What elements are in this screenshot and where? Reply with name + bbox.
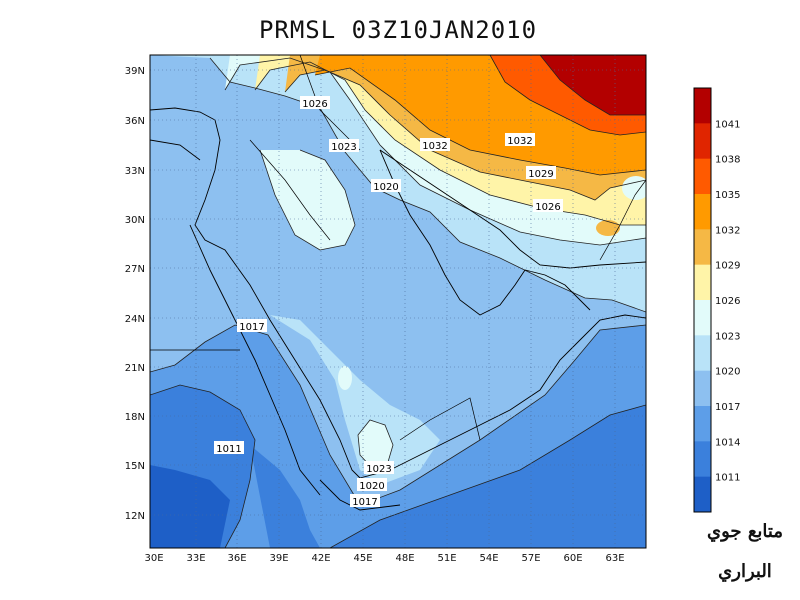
colorbar-label: 1011 <box>715 473 740 484</box>
lon-tick-label: 57E <box>521 553 540 564</box>
contour-line <box>284 69 646 201</box>
cell-red-sea <box>338 366 352 390</box>
colorbar-label: 1023 <box>715 331 740 342</box>
colorbar-swatch <box>694 194 711 230</box>
contour-line <box>224 57 646 246</box>
pressure-fill <box>150 55 646 548</box>
lat-tick-label: 30N <box>125 215 145 226</box>
colorbar-label: 1020 <box>715 367 740 378</box>
band-1011-arabian-sea <box>330 405 646 548</box>
contour-label: 1017 <box>239 322 264 333</box>
border-line <box>399 397 481 441</box>
contour-line <box>259 149 356 251</box>
map-title: PRMSL 03Z10JAN2010 <box>258 16 538 44</box>
lat-tick-label: 15N <box>125 461 145 472</box>
watermark-text: متابع جوي البراري <box>690 512 800 592</box>
colorbar-label: 1035 <box>715 190 740 201</box>
band-1023-north <box>260 150 355 250</box>
lon-tick-label: 60E <box>563 553 582 564</box>
contour-line <box>150 324 646 506</box>
contour-label: 1032 <box>507 136 532 147</box>
colorbar-label: 1041 <box>715 119 740 130</box>
band-1023-yemen <box>358 420 393 468</box>
high-cell-east <box>622 176 646 200</box>
border-line <box>299 55 361 151</box>
red-sea-west-coast <box>189 224 321 496</box>
contour-line <box>357 419 394 469</box>
colorbar-swatch <box>694 88 711 124</box>
lon-tick-label: 39E <box>269 553 288 564</box>
lat-tick-label: 12N <box>125 511 145 522</box>
colorbar-swatch <box>694 441 711 478</box>
grid-lines <box>150 55 646 548</box>
contour-label: 1023 <box>331 142 356 153</box>
colorbar-swatch <box>694 158 711 195</box>
lat-tick-label: 21N <box>125 363 145 374</box>
contour-label: 1011 <box>216 444 241 455</box>
border-line <box>599 179 646 261</box>
lon-tick-label: 33E <box>186 553 205 564</box>
contour-label: 1017 <box>352 497 377 508</box>
gulf-coast <box>379 149 591 316</box>
plot-frame <box>149 54 647 549</box>
colorbar-swatch <box>694 300 711 336</box>
colorbar-swatch <box>694 123 711 160</box>
band-below-1011 <box>150 465 230 548</box>
lat-tick-label: 24N <box>125 314 145 325</box>
colorbar-label: 1038 <box>715 155 740 166</box>
lon-axis: 30E 33E 36E 39E 42E 45E 48E 51E 54E 57E … <box>144 553 624 564</box>
lon-tick-label: 36E <box>227 553 246 564</box>
lon-tick-label: 45E <box>353 553 372 564</box>
colorbar-label: 1014 <box>715 437 740 448</box>
band-1020-south <box>270 315 440 485</box>
colorbar-frame <box>693 87 712 513</box>
mediterranean-coast <box>150 139 201 161</box>
red-sea-east-coast <box>150 107 361 479</box>
lat-tick-label: 33N <box>125 166 145 177</box>
contour-label: 1023 <box>366 464 391 475</box>
lat-tick-label: 18N <box>125 412 145 423</box>
lon-tick-label: 48E <box>395 553 414 564</box>
contour-line <box>489 55 646 136</box>
colorbar-label: 1032 <box>715 225 740 236</box>
lon-tick-label: 30E <box>144 553 163 564</box>
lon-tick-label: 63E <box>605 553 624 564</box>
colorbar-label: 1026 <box>715 296 740 307</box>
lat-tick-label: 39N <box>125 66 145 77</box>
colorbar-swatch <box>694 476 711 513</box>
lat-tick-label: 27N <box>125 264 145 275</box>
colorbar-swatch <box>694 229 711 266</box>
contour-label: 1026 <box>535 202 560 213</box>
contour-line <box>150 384 256 548</box>
colorbar: 1041 1038 1035 1032 1029 1026 1023 1020 1017 1014… <box>693 87 740 513</box>
contour-line <box>329 404 646 548</box>
colorbar-swatch <box>694 406 711 442</box>
lat-axis: 39N 36N 33N 30N 27N 24N 21N 18N 15N 12N <box>125 66 145 522</box>
colorbar-label: 1029 <box>715 261 740 272</box>
contour-label: 1020 <box>359 481 384 492</box>
contour-label-group: 1026 1023 1032 1032 1029 1026 1020 1017 … <box>214 96 563 508</box>
arabia-south-coast <box>359 314 646 479</box>
contour-label: 1026 <box>302 99 327 110</box>
colorbar-label: 1017 <box>715 402 740 413</box>
colorbar-swatch <box>694 264 711 301</box>
watermark-line: متابع جوي <box>707 521 783 542</box>
cell-east-2 <box>596 220 620 236</box>
lon-tick-label: 51E <box>437 553 456 564</box>
iran-coast <box>379 149 646 269</box>
lon-tick-label: 42E <box>311 553 330 564</box>
contour-line <box>314 67 646 176</box>
colorbar-swatch <box>694 370 711 407</box>
border-line <box>249 139 331 241</box>
lat-tick-label: 36N <box>125 116 145 127</box>
lon-tick-label: 54E <box>479 553 498 564</box>
contour-label: 1029 <box>528 169 553 180</box>
contour-line <box>539 55 646 116</box>
watermark-line: البراري <box>718 561 772 582</box>
contour-label: 1020 <box>373 182 398 193</box>
band-1011-sea <box>250 445 320 548</box>
colorbar-swatch <box>694 335 711 372</box>
contour-label: 1032 <box>422 141 447 152</box>
